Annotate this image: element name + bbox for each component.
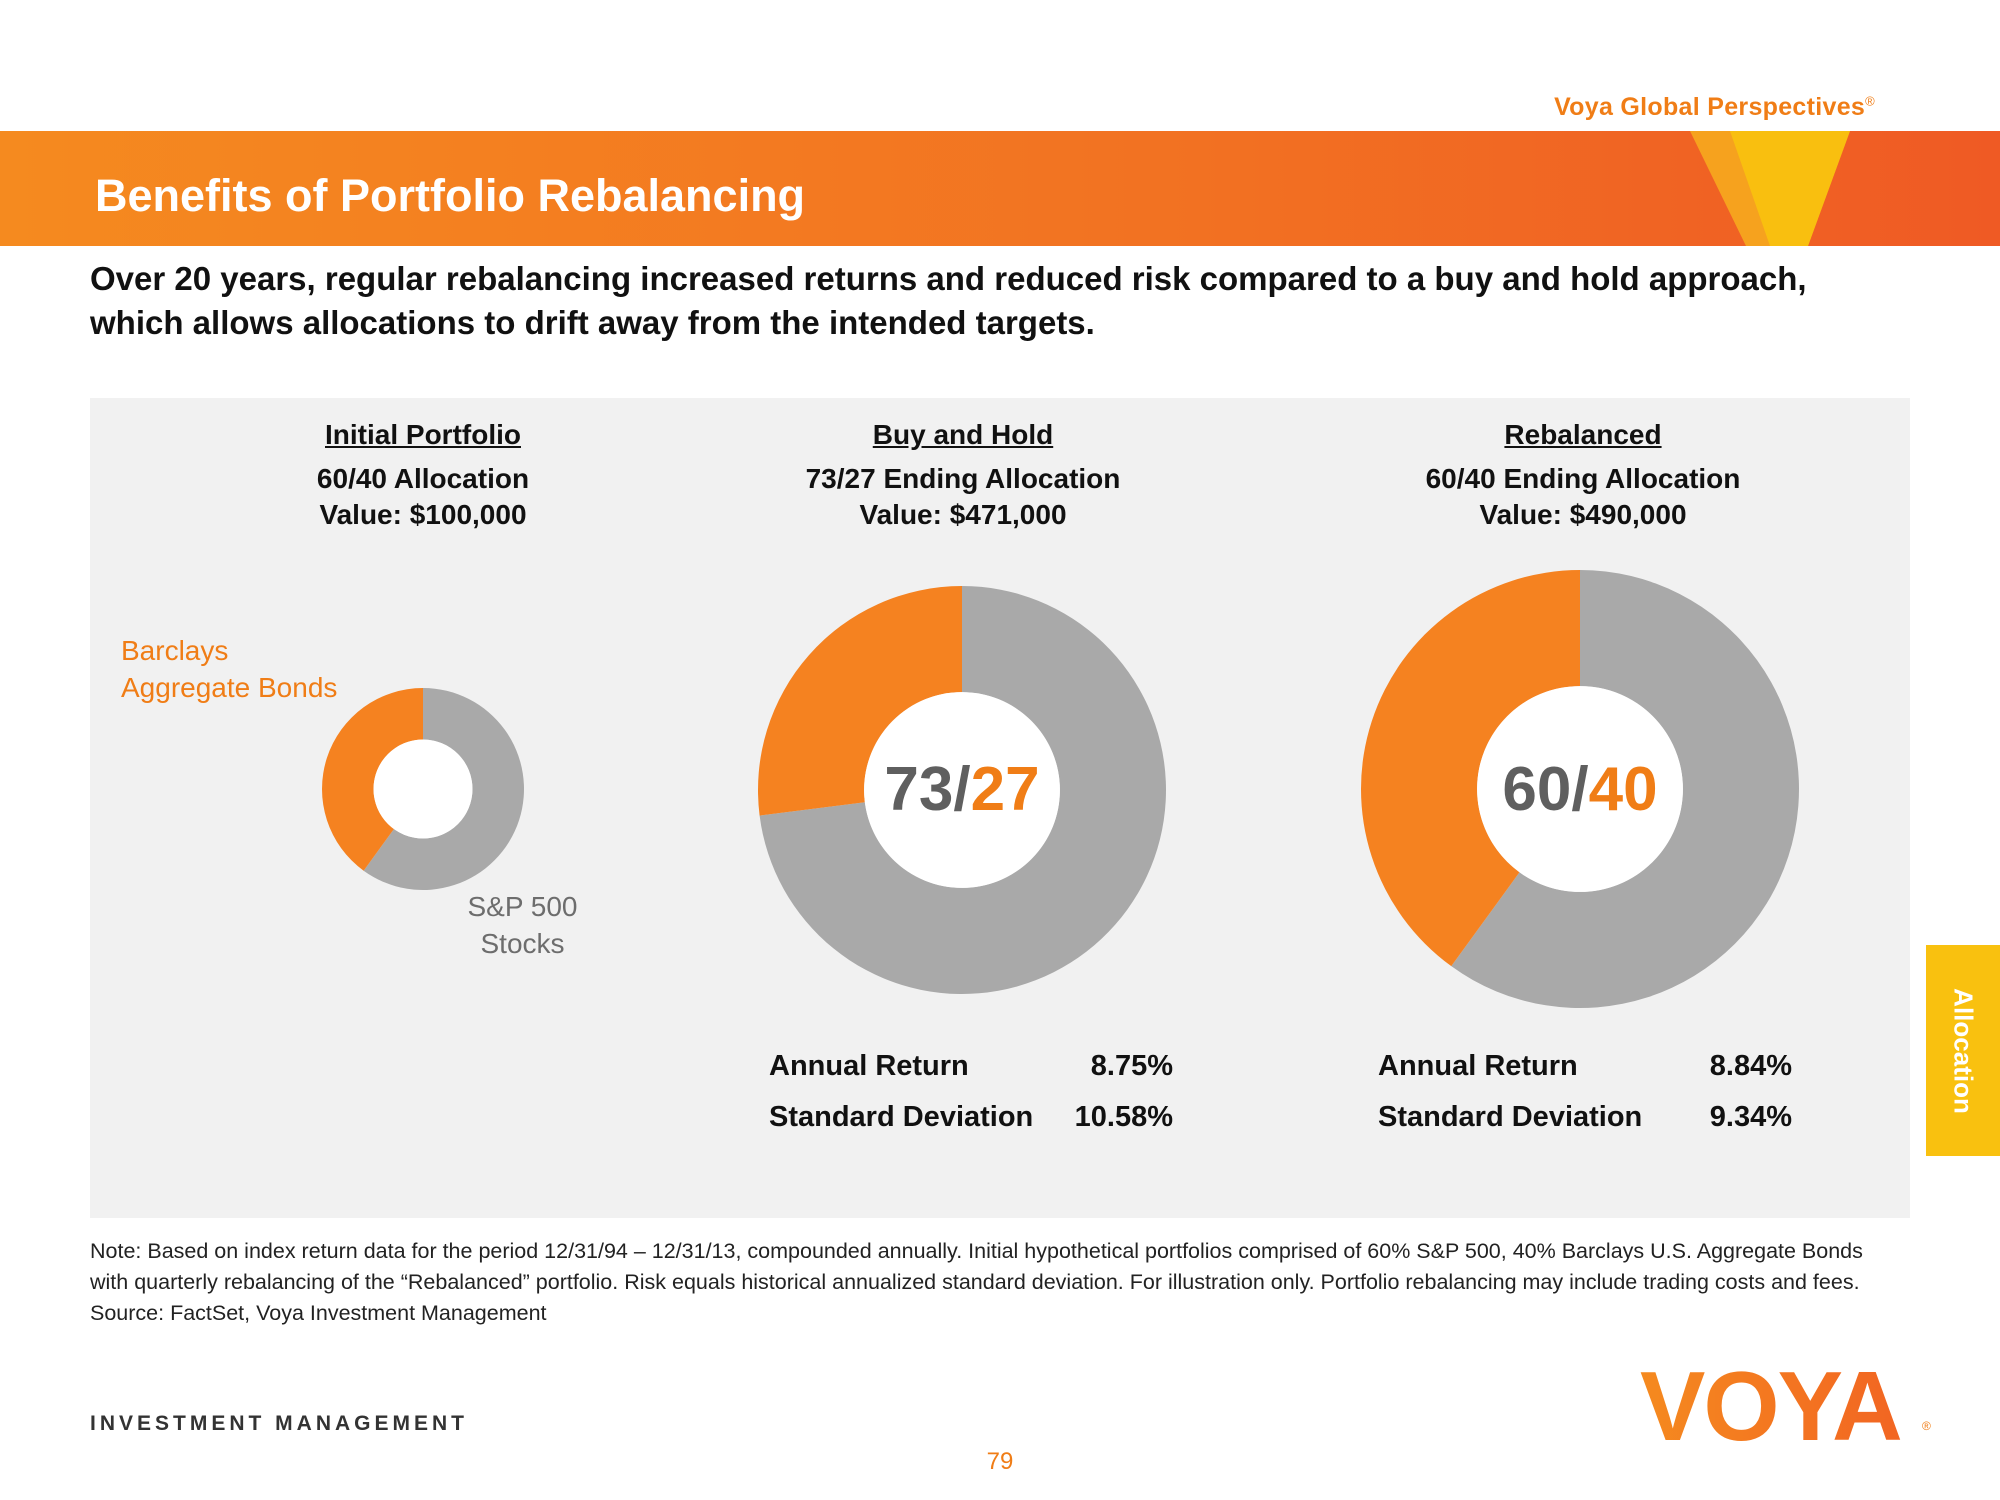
- col-buyhold-heading: Buy and Hold 73/27 Ending Allocation Val…: [713, 417, 1213, 533]
- initial-portfolio-title: Initial Portfolio: [325, 419, 521, 450]
- buyhold-title: Buy and Hold: [872, 419, 1054, 450]
- logo-text: VOYA: [1640, 1362, 1901, 1461]
- rebalanced-title: Rebalanced: [1504, 419, 1662, 450]
- buyhold-value-line: Value: $471,000: [859, 499, 1067, 530]
- bonds-slice: [1361, 570, 1580, 967]
- buyhold-center-stocks: 73: [884, 755, 954, 824]
- legend-stocks-line2: Stocks: [480, 928, 565, 959]
- buyhold-center-bonds: 27: [970, 755, 1040, 824]
- rebalanced-center-sep: /: [1571, 755, 1589, 824]
- stocks-slice: [759, 586, 1166, 994]
- rebalanced-center-stocks: 60: [1502, 755, 1572, 824]
- donut-buy-and-hold: [758, 586, 1166, 994]
- page-subtitle: Over 20 years, regular rebalancing incre…: [90, 260, 1807, 341]
- legend-stocks: S&P 500 Stocks: [430, 888, 615, 962]
- stat-value: 10.58%: [1074, 1101, 1173, 1133]
- donut-rebalanced: [1361, 570, 1799, 1008]
- initial-allocation-line: 60/40 Allocation: [316, 463, 530, 494]
- legend-bonds-line2: Aggregate Bonds: [121, 672, 338, 703]
- col-rebalanced-heading: Rebalanced 60/40 Ending Allocation Value…: [1333, 417, 1833, 533]
- stat-label: Standard Deviation: [769, 1101, 1034, 1133]
- stocks-slice: [1451, 570, 1799, 1008]
- stat-label: Annual Return: [1378, 1050, 1578, 1082]
- voya-logo-icon: VOYA ®: [1640, 1362, 1931, 1461]
- rebalanced-stats: Annual Return 8.84% Standard Deviation 9…: [1378, 1050, 1792, 1152]
- legend-bonds: Barclays Aggregate Bonds: [121, 632, 421, 706]
- rebalanced-center-label: 60/40: [1430, 759, 1730, 821]
- donut-hole: [864, 692, 1060, 888]
- registered-mark: ®: [1865, 93, 1875, 109]
- rebalanced-stat-stdev: Standard Deviation 9.34%: [1378, 1101, 1792, 1152]
- rebalanced-allocation-line: 60/40 Ending Allocation: [1425, 463, 1741, 494]
- footnote: Note: Based on index return data for the…: [90, 1239, 1863, 1325]
- legend-bonds-line1: Barclays: [121, 635, 229, 666]
- buyhold-stat-stdev: Standard Deviation 10.58%: [769, 1101, 1173, 1152]
- rebalanced-center-bonds: 40: [1588, 755, 1658, 824]
- bonds-slice: [758, 586, 962, 816]
- stat-value: 8.84%: [1709, 1050, 1792, 1082]
- section-tab-label: Allocation: [1948, 987, 1979, 1114]
- donut-hole: [373, 739, 473, 839]
- buyhold-stats: Annual Return 8.75% Standard Deviation 1…: [769, 1050, 1173, 1152]
- rebalanced-value-line: Value: $490,000: [1479, 499, 1687, 530]
- stocks-slice: [363, 688, 524, 890]
- page-number: 79: [986, 1448, 1014, 1475]
- footer-division: INVESTMENT MANAGEMENT: [90, 1412, 468, 1435]
- buyhold-center-sep: /: [953, 755, 971, 824]
- buyhold-allocation-line: 73/27 Ending Allocation: [805, 463, 1121, 494]
- buyhold-stat-return: Annual Return 8.75%: [769, 1050, 1173, 1101]
- initial-value-line: Value: $100,000: [319, 499, 527, 530]
- logo-registered-mark: ®: [1922, 1419, 1931, 1433]
- chevron-logo-icon: [1690, 131, 1850, 246]
- stat-value: 8.75%: [1090, 1050, 1173, 1082]
- rebalanced-stat-return: Annual Return 8.84%: [1378, 1050, 1792, 1101]
- donut-hole: [1477, 686, 1683, 892]
- page-title: Benefits of Portfolio Rebalancing: [95, 170, 806, 221]
- section-tab-allocation[interactable]: Allocation: [1926, 945, 2000, 1156]
- series-name: Voya Global Perspectives: [1554, 93, 1866, 121]
- stat-label: Annual Return: [769, 1050, 969, 1082]
- series-brand: Voya Global Perspectives®: [1470, 93, 1875, 122]
- donut-initial-portfolio: [322, 688, 524, 890]
- bonds-slice: [322, 688, 423, 871]
- buyhold-center-label: 73/27: [812, 759, 1112, 821]
- col-initial-heading: Initial Portfolio 60/40 Allocation Value…: [173, 417, 673, 533]
- header-band: [0, 131, 2000, 246]
- legend-stocks-line1: S&P 500: [467, 891, 578, 922]
- stat-value: 9.34%: [1709, 1101, 1792, 1133]
- stat-label: Standard Deviation: [1378, 1101, 1643, 1133]
